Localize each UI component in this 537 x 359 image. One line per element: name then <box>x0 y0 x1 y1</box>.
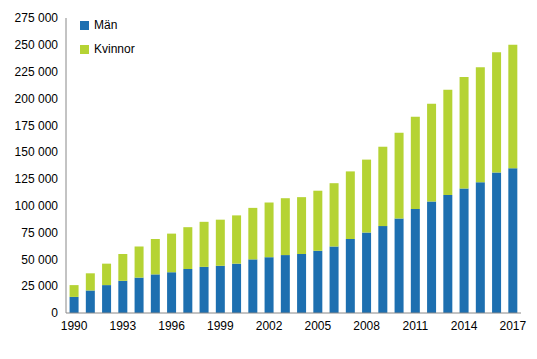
svg-text:50 000: 50 000 <box>21 253 58 267</box>
html-text:Män: Män <box>94 18 118 32</box>
svg-text:75 000: 75 000 <box>21 226 58 240</box>
svg-text:250 000: 250 000 <box>15 38 59 52</box>
svg-text:200 000: 200 000 <box>15 92 59 106</box>
svg-text:2014: 2014 <box>451 319 478 333</box>
svg-text:150 000: 150 000 <box>15 145 59 159</box>
svg-text:125 000: 125 000 <box>15 172 59 186</box>
svg-text:1999: 1999 <box>207 319 234 333</box>
svg-text:2011: 2011 <box>402 319 428 333</box>
svg-text:225 000: 225 000 <box>15 65 59 79</box>
svg-text:1990: 1990 <box>61 319 88 333</box>
svg-text:25 000: 25 000 <box>21 279 58 293</box>
svg-text:2008: 2008 <box>353 319 380 333</box>
svg-text:0: 0 <box>51 306 58 320</box>
svg-text:2005: 2005 <box>305 319 332 333</box>
html-text:Kvinnor: Kvinnor <box>94 42 135 56</box>
svg-text:1993: 1993 <box>110 319 137 333</box>
svg-text:175 000: 175 000 <box>15 119 59 133</box>
svg-text:275 000: 275 000 <box>15 11 59 25</box>
svg-text:2017: 2017 <box>500 319 527 333</box>
svg-text:100 000: 100 000 <box>15 199 59 213</box>
svg-text:2002: 2002 <box>256 319 283 333</box>
svg-text:1996: 1996 <box>158 319 185 333</box>
